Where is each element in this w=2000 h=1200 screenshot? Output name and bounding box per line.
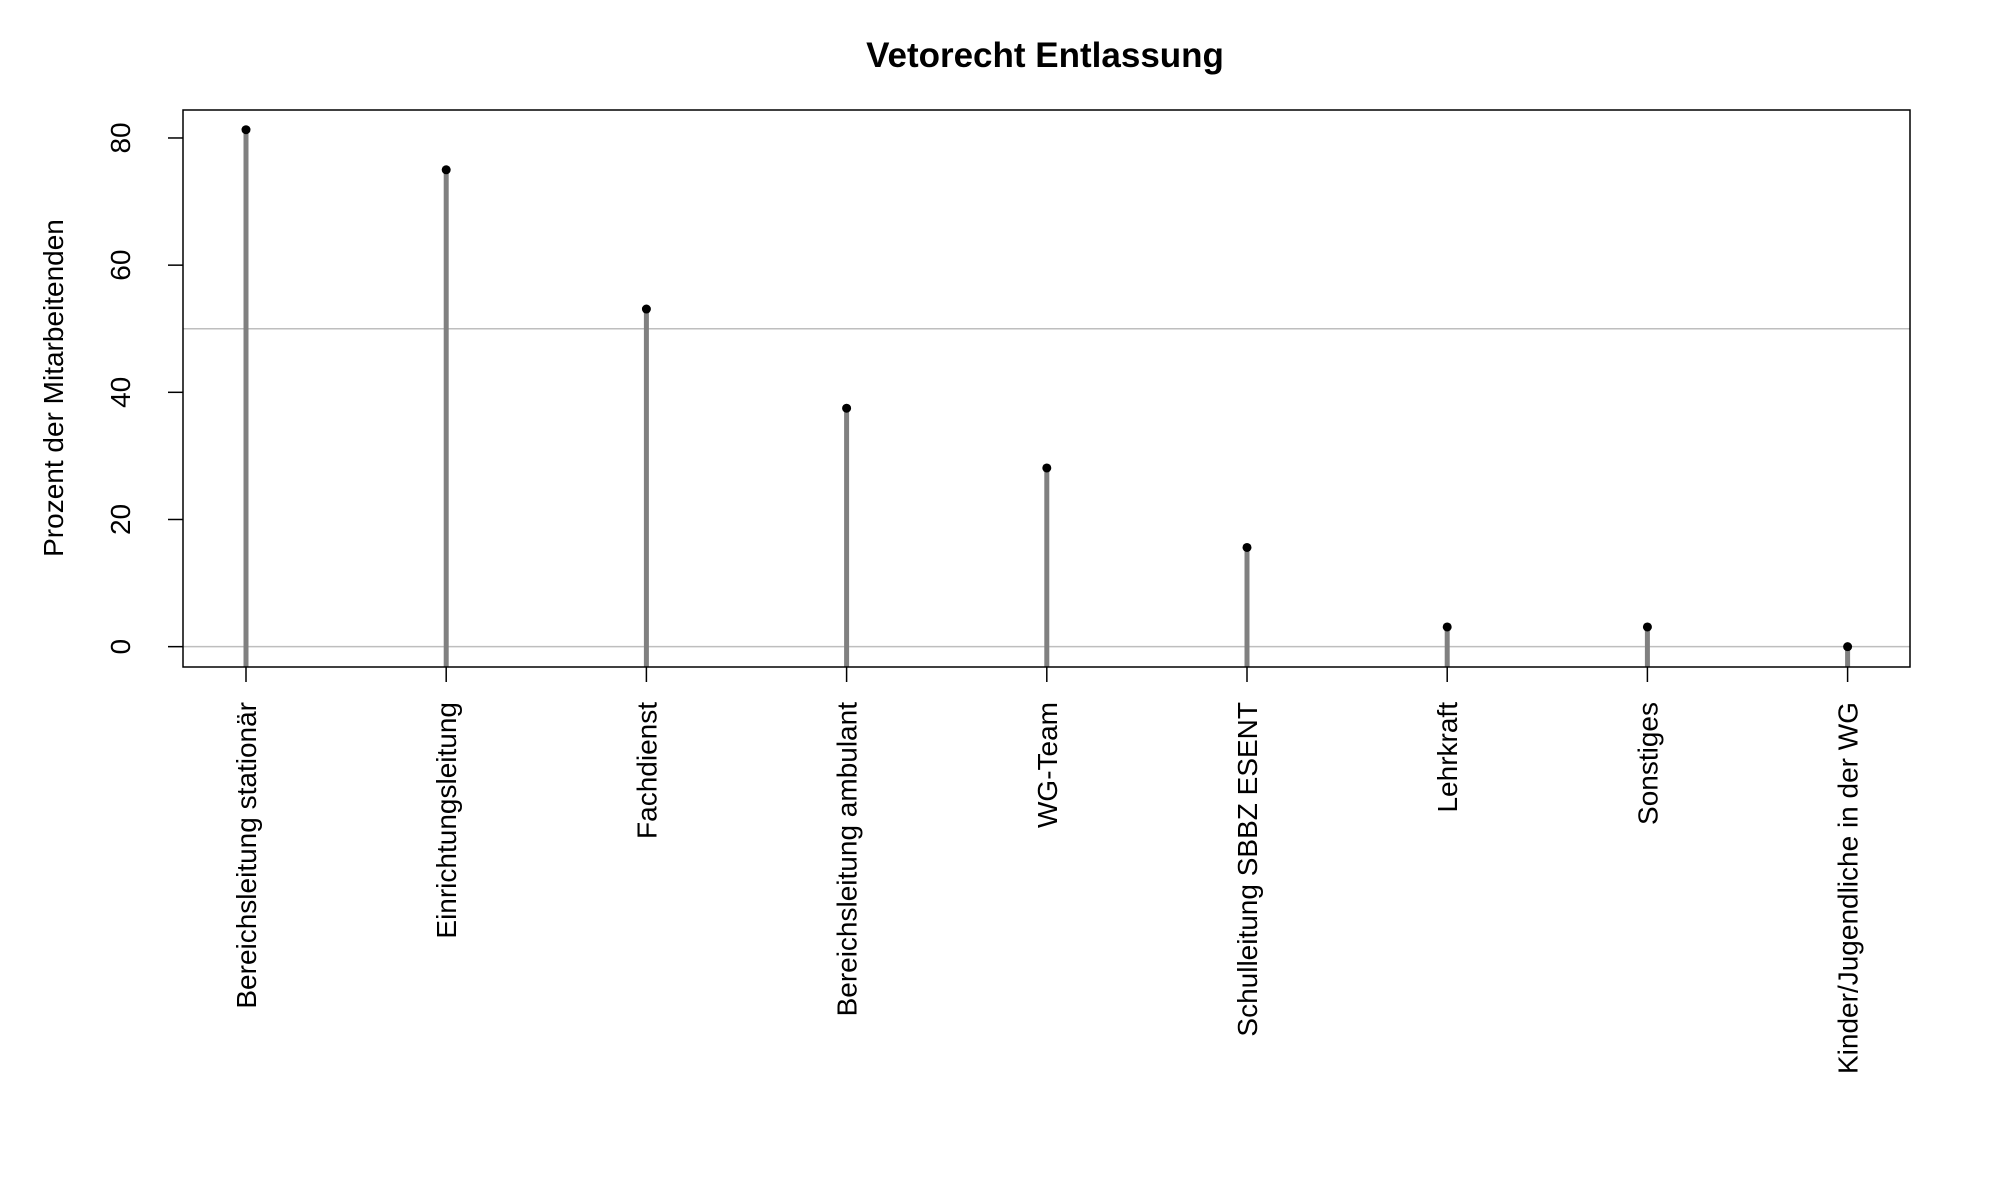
x-tick-label-6: Lehrkraft: [1432, 702, 1463, 813]
x-tick-label-0: Bereichsleitung stationär: [231, 702, 262, 1009]
point-3: [842, 403, 852, 413]
point-0: [241, 125, 251, 135]
point-1: [441, 165, 451, 175]
chart-title: Vetorecht Entlassung: [866, 36, 1224, 75]
point-7: [1642, 622, 1652, 632]
x-tick-label-4: WG-Team: [1032, 702, 1063, 828]
y-tick-label-60: 60: [105, 250, 136, 281]
x-tick-label-1: Einrichtungsleitung: [431, 702, 462, 939]
points: [241, 125, 1853, 652]
stems: [243, 129, 1851, 667]
x-tick-label-2: Fachdienst: [631, 702, 662, 839]
x-tick-label-3: Bereichsleitung ambulant: [832, 702, 863, 1017]
x-tick-label-5: Schulleitung SBBZ ESENT: [1232, 702, 1263, 1037]
y-tick-label-80: 80: [105, 122, 136, 153]
x-tick-label-7: Sonstiges: [1632, 702, 1663, 825]
point-2: [641, 304, 651, 314]
x-tick-label-8: Kinder/Jugendliche in der WG: [1833, 702, 1864, 1074]
plot-area: [182, 109, 1911, 668]
y-tick-label-0: 0: [105, 639, 136, 655]
y-axis: 0 20 40 60 80: [105, 122, 183, 654]
point-5: [1242, 542, 1252, 552]
point-4: [1042, 463, 1052, 473]
y-tick-label-40: 40: [105, 377, 136, 408]
y-tick-label-20: 20: [105, 504, 136, 535]
point-8: [1843, 642, 1853, 652]
point-6: [1442, 622, 1452, 632]
x-axis: Bereichsleitung stationär Einrichtungslei…: [231, 667, 1864, 1074]
y-axis-label: Prozent der Mitarbeitenden: [38, 219, 69, 557]
